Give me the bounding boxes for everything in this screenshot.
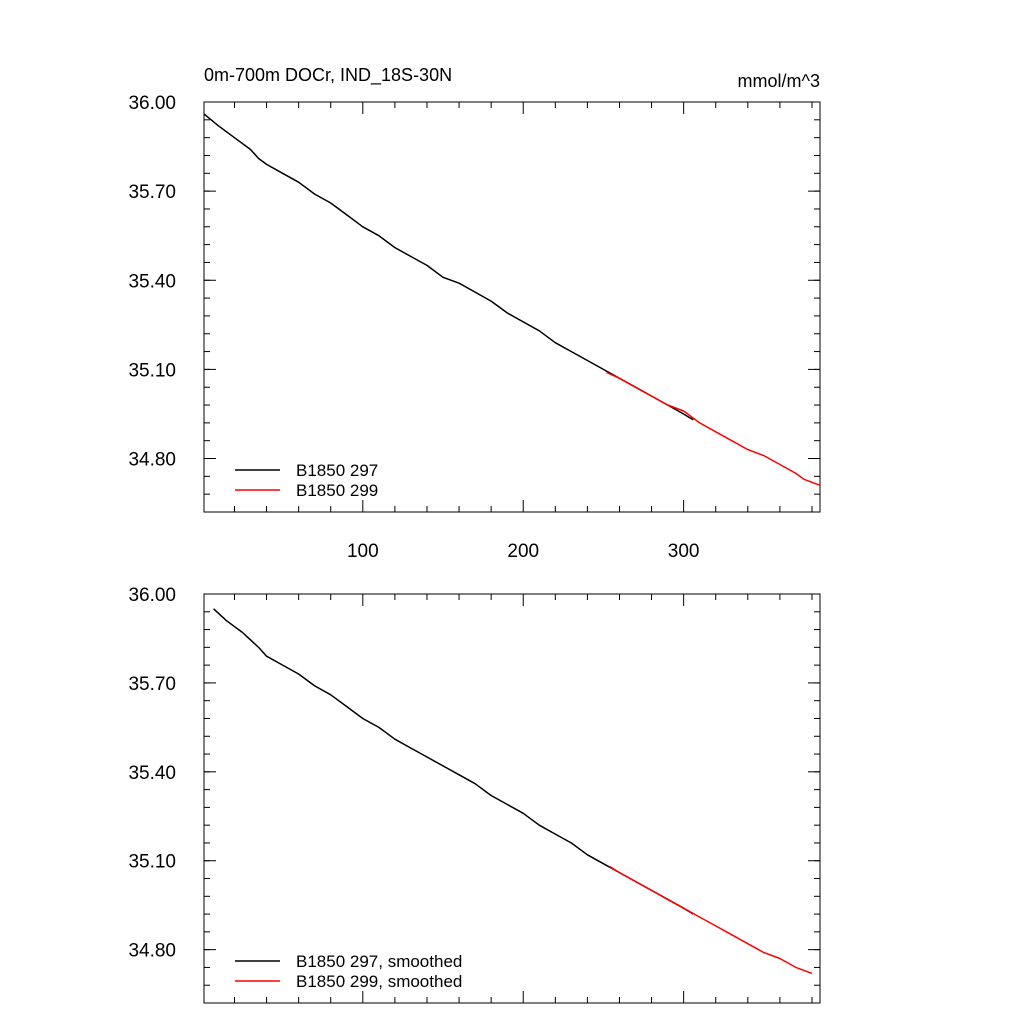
legend-label: B1850 299, smoothed bbox=[296, 972, 462, 991]
y-tick-label: 34.80 bbox=[128, 450, 176, 471]
plot-frame bbox=[203, 101, 821, 513]
x-tick-label: 100 bbox=[347, 541, 379, 562]
series-line-black bbox=[203, 113, 694, 421]
y-tick-label: 35.40 bbox=[128, 763, 176, 784]
legend-label: B1850 299 bbox=[296, 481, 378, 500]
plot-frame bbox=[203, 593, 821, 1004]
y-tick-label: 35.40 bbox=[128, 271, 176, 292]
series-line-red bbox=[609, 866, 813, 975]
series-line-red bbox=[606, 371, 821, 487]
x-tick-label: 200 bbox=[507, 541, 539, 562]
y-tick-label: 35.10 bbox=[128, 360, 176, 381]
legend-label: B1850 297, smoothed bbox=[296, 952, 462, 971]
y-tick-label: 36.00 bbox=[128, 93, 176, 114]
y-tick-label: 34.80 bbox=[128, 941, 176, 962]
bottom-panel: 36.00 35.70 35.40 35.10 34.80 B1850 297, smoo… bbox=[128, 585, 821, 1004]
y-tick-label: 35.70 bbox=[128, 674, 176, 695]
x-tick-label: 300 bbox=[668, 541, 700, 562]
units-label: mmol/m^3 bbox=[738, 71, 820, 91]
legend-label: B1850 297 bbox=[296, 461, 378, 480]
top-panel: 0m-700m DOCr, IND_18S-30N mmol/m^3 36.00… bbox=[128, 65, 821, 562]
y-tick-label: 35.10 bbox=[128, 852, 176, 873]
series-line-black bbox=[213, 608, 694, 915]
chart-title: 0m-700m DOCr, IND_18S-30N bbox=[204, 65, 452, 86]
y-tick-label: 36.00 bbox=[128, 585, 176, 606]
y-tick-label: 35.70 bbox=[128, 182, 176, 203]
